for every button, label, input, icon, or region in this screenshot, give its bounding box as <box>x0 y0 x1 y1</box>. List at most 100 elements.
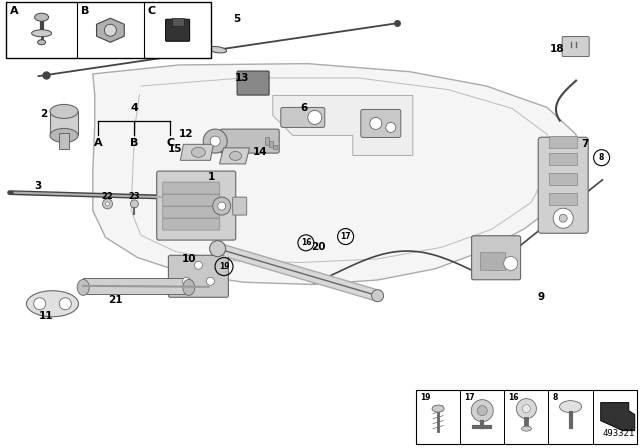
Circle shape <box>195 261 202 269</box>
Bar <box>549 153 577 165</box>
Text: 1: 1 <box>207 172 215 182</box>
Bar <box>6 2 211 58</box>
Circle shape <box>182 277 191 285</box>
Circle shape <box>559 214 567 222</box>
FancyBboxPatch shape <box>163 194 220 206</box>
Circle shape <box>553 208 573 228</box>
Bar <box>480 252 505 270</box>
Circle shape <box>210 241 226 257</box>
Text: C: C <box>148 6 156 16</box>
Circle shape <box>212 197 231 215</box>
Text: 22: 22 <box>102 192 113 201</box>
Text: 9: 9 <box>537 292 545 302</box>
Bar <box>172 18 184 26</box>
Ellipse shape <box>77 280 89 295</box>
Bar <box>50 112 78 135</box>
FancyBboxPatch shape <box>163 218 220 230</box>
Circle shape <box>386 122 396 133</box>
Polygon shape <box>97 18 124 42</box>
Text: 16: 16 <box>301 238 311 247</box>
Text: 12: 12 <box>179 129 193 139</box>
Text: 8: 8 <box>599 153 604 162</box>
Circle shape <box>308 111 322 125</box>
Circle shape <box>206 277 214 285</box>
Ellipse shape <box>50 129 78 142</box>
Circle shape <box>104 24 116 36</box>
Circle shape <box>106 202 109 206</box>
Text: 15: 15 <box>168 144 182 154</box>
Text: 18: 18 <box>550 44 564 54</box>
Bar <box>416 390 637 444</box>
Bar <box>265 137 269 145</box>
Circle shape <box>218 202 226 210</box>
FancyBboxPatch shape <box>538 137 588 233</box>
Ellipse shape <box>50 104 78 118</box>
Text: 10: 10 <box>182 254 196 264</box>
Text: 23: 23 <box>129 192 140 201</box>
Text: C: C <box>166 138 175 148</box>
Bar <box>273 145 277 149</box>
Bar <box>269 141 273 147</box>
Text: 6: 6 <box>300 103 308 112</box>
Circle shape <box>210 136 220 146</box>
Ellipse shape <box>31 30 52 37</box>
Polygon shape <box>180 144 213 160</box>
Text: A: A <box>10 6 19 16</box>
Bar <box>59 134 69 150</box>
Bar <box>549 193 577 205</box>
Text: 11: 11 <box>39 311 53 321</box>
Circle shape <box>477 405 487 416</box>
Ellipse shape <box>230 151 241 160</box>
Circle shape <box>60 298 71 310</box>
Text: 16: 16 <box>508 393 519 402</box>
Ellipse shape <box>26 291 79 317</box>
FancyBboxPatch shape <box>281 108 325 127</box>
Polygon shape <box>601 403 635 431</box>
Text: 21: 21 <box>108 295 122 305</box>
FancyBboxPatch shape <box>157 171 236 240</box>
Circle shape <box>34 298 45 310</box>
Ellipse shape <box>209 47 227 53</box>
FancyBboxPatch shape <box>361 109 401 138</box>
Text: 17: 17 <box>340 232 351 241</box>
Text: 2: 2 <box>40 109 47 119</box>
Text: 19: 19 <box>219 262 229 271</box>
Ellipse shape <box>38 40 45 45</box>
Ellipse shape <box>183 280 195 295</box>
Text: A: A <box>94 138 102 148</box>
Text: 5: 5 <box>233 14 241 24</box>
Polygon shape <box>220 148 250 164</box>
FancyBboxPatch shape <box>166 19 189 41</box>
FancyBboxPatch shape <box>220 129 279 153</box>
FancyBboxPatch shape <box>472 236 520 280</box>
Text: 3: 3 <box>35 181 42 191</box>
Polygon shape <box>93 64 579 284</box>
FancyBboxPatch shape <box>237 71 269 95</box>
Text: 8: 8 <box>552 393 558 402</box>
FancyBboxPatch shape <box>233 197 247 215</box>
Circle shape <box>372 290 383 302</box>
Ellipse shape <box>35 13 49 21</box>
Text: 14: 14 <box>253 147 268 157</box>
Text: B: B <box>81 6 89 16</box>
Circle shape <box>522 405 531 413</box>
Circle shape <box>204 129 227 153</box>
Circle shape <box>516 399 536 418</box>
Polygon shape <box>273 95 413 155</box>
Circle shape <box>131 200 138 208</box>
FancyBboxPatch shape <box>163 206 220 218</box>
Bar <box>549 173 577 185</box>
Text: B: B <box>130 138 139 148</box>
Text: 19: 19 <box>420 393 431 402</box>
Bar <box>83 278 189 294</box>
Text: 17: 17 <box>464 393 475 402</box>
FancyBboxPatch shape <box>562 37 589 56</box>
Ellipse shape <box>191 147 205 157</box>
Ellipse shape <box>522 426 531 431</box>
Circle shape <box>370 117 382 129</box>
Ellipse shape <box>432 405 444 412</box>
Circle shape <box>504 256 518 271</box>
FancyBboxPatch shape <box>168 255 228 297</box>
Text: 4: 4 <box>131 103 138 112</box>
Bar <box>549 136 577 148</box>
